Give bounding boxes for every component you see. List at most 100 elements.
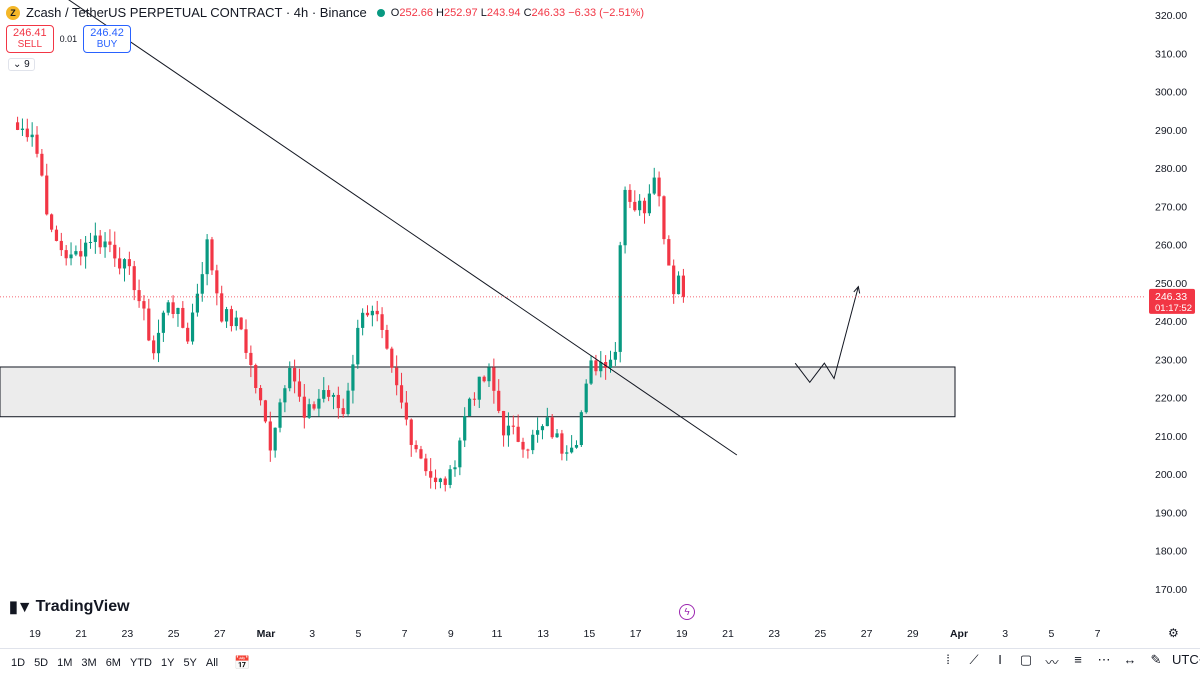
y-tick-label: 200.00	[1155, 469, 1187, 481]
price-tag-countdown: 01:17:52	[1155, 303, 1192, 314]
market-status-icon	[376, 8, 385, 17]
candle	[263, 399, 268, 424]
time-axis[interactable]: 19 21 23 25 27 Mar 3 5 7 9 11 13 15 17 19 21 23 25 27 29 Apr…	[29, 628, 1101, 640]
candle	[54, 225, 59, 242]
dots-icon[interactable]: ⁞	[946, 652, 950, 667]
candle	[604, 355, 608, 380]
candle	[45, 163, 49, 216]
support-zone	[0, 366, 956, 418]
path-icon[interactable]: 〰	[1045, 655, 1059, 670]
x-tick-label: Mar	[257, 628, 276, 640]
support-zone-rect[interactable]	[0, 366, 956, 418]
timeframe-selector: 1D 5D 1M 3M 6M YTD 1Y 5Y All	[11, 657, 218, 669]
indicators-toggle[interactable]: ⌄ 9	[8, 58, 35, 71]
symbol-header: Z Zcash / TetherUS PERPETUAL CONTRACT · …	[6, 5, 644, 20]
timeframe-3m[interactable]: 3M	[81, 656, 97, 669]
candle	[317, 389, 321, 417]
candle	[365, 305, 370, 317]
y-tick-label: 290.00	[1155, 125, 1187, 137]
candle	[224, 306, 229, 328]
x-tick-label: 7	[1095, 628, 1101, 640]
calendar-icon[interactable]: 📅	[234, 654, 251, 670]
candle	[88, 232, 93, 249]
candle	[190, 303, 195, 345]
x-tick-label: 9	[448, 628, 454, 640]
spread-value: 0.01	[59, 34, 78, 44]
text-cursor-icon[interactable]: I	[998, 652, 1002, 667]
brush-icon[interactable]: ✎	[1150, 652, 1162, 667]
y-tick-label: 180.00	[1155, 546, 1187, 558]
timeframe-all[interactable]: All	[205, 656, 219, 669]
candle	[103, 232, 107, 258]
candle	[380, 307, 384, 339]
candle	[293, 359, 297, 394]
lightning-icon[interactable]: ϟ	[679, 604, 695, 620]
candle	[463, 407, 467, 448]
measure-icon[interactable]: ↔	[1123, 652, 1137, 667]
ohlc-values: O252.66 H252.97 L243.94 C246.33 −6.33 (−…	[390, 6, 645, 19]
x-tick-label: 15	[584, 628, 596, 640]
timeframe-1d[interactable]: 1D	[11, 656, 26, 669]
candle	[550, 414, 554, 439]
candle	[613, 342, 617, 366]
candle	[205, 234, 209, 286]
candle	[283, 385, 287, 413]
fib-icon[interactable]: ≡	[1074, 652, 1082, 667]
rectangle-icon[interactable]: ▢	[1019, 652, 1033, 667]
x-tick-label: 17	[630, 628, 642, 640]
x-tick-label: 3	[309, 628, 315, 640]
candle	[312, 401, 316, 411]
price-chart[interactable]: 320.00 310.00 300.00 290.00 280.00 270.00 260.…	[0, 0, 1200, 648]
x-tick-label: 5	[1048, 628, 1054, 640]
settings-gear-icon[interactable]: ⚙	[1168, 626, 1179, 640]
zcash-coin-icon: Z	[6, 5, 20, 20]
projection-arrowhead	[853, 285, 861, 294]
trendline-icon[interactable]: ⟋	[969, 652, 979, 667]
timeframe-6m[interactable]: 6M	[105, 656, 121, 669]
timeframe-1m[interactable]: 1M	[57, 656, 73, 669]
timeframe-5y[interactable]: 5Y	[183, 656, 197, 669]
timezone-label[interactable]: UTC+6	[1172, 652, 1200, 667]
projection-path[interactable]	[794, 286, 859, 384]
candle	[244, 319, 248, 360]
candle	[414, 440, 418, 453]
candle	[647, 184, 651, 216]
y-tick-label: 300.00	[1155, 87, 1187, 99]
timeframe-ytd[interactable]: YTD	[129, 656, 152, 669]
candle	[662, 195, 666, 245]
x-tick-label: Apr	[950, 628, 968, 640]
candle	[132, 260, 136, 301]
candle	[399, 372, 404, 409]
buy-button[interactable]: 246.42 BUY	[83, 25, 131, 53]
candle	[424, 453, 428, 476]
y-tick-label: 270.00	[1155, 201, 1187, 213]
timeframe-5d[interactable]: 5D	[34, 656, 49, 669]
x-tick-label: 21	[75, 628, 87, 640]
candle	[327, 385, 331, 402]
candle	[497, 379, 501, 414]
candle	[628, 184, 632, 209]
pattern-icon[interactable]: ⋯	[1097, 652, 1111, 667]
candle	[20, 118, 25, 137]
y-tick-label: 320.00	[1155, 10, 1187, 22]
candle	[633, 190, 637, 212]
timeframe-1y[interactable]: 1Y	[160, 656, 175, 669]
candle	[166, 300, 170, 316]
x-tick-label: 27	[214, 628, 226, 640]
price-axis[interactable]: 320.00 310.00 300.00 290.00 280.00 270.00 260.…	[1149, 10, 1195, 596]
symbol-title[interactable]: Zcash / TetherUS PERPETUAL CONTRACT · 4h…	[26, 5, 367, 20]
candle	[15, 116, 20, 131]
candle	[448, 465, 452, 489]
price-tag-value: 246.33	[1155, 291, 1187, 303]
candle	[331, 392, 336, 410]
candle	[618, 241, 622, 363]
candle	[50, 213, 54, 233]
brand-name: TradingView	[35, 598, 130, 615]
trendline[interactable]	[0, 0, 738, 456]
candle	[307, 398, 311, 419]
candle	[506, 412, 511, 447]
candle	[346, 382, 350, 416]
sell-button[interactable]: 246.41 SELL	[6, 25, 54, 53]
candle	[560, 429, 564, 461]
x-tick-label: 23	[122, 628, 134, 640]
